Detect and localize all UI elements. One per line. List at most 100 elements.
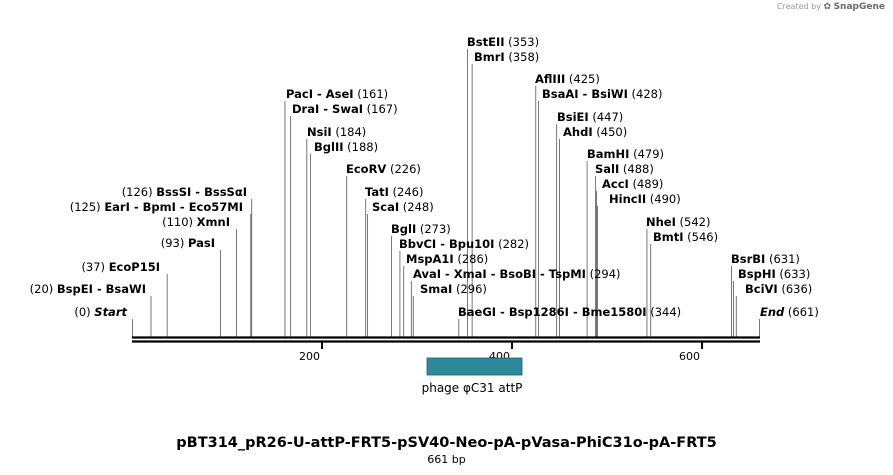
- feature-track: phage φC31 attP: [422, 357, 523, 395]
- svg-text:BsiEI (447): BsiEI (447): [557, 110, 623, 124]
- enzyme-name: PasI: [188, 236, 215, 250]
- enzyme-cut-position: (188): [344, 140, 379, 154]
- enzyme-name: BspEI - BsaWI: [57, 282, 146, 296]
- enzyme-label-sali[interactable]: SalI (488): [595, 162, 654, 176]
- snapgene-logo-icon: ✿: [823, 2, 832, 12]
- enzyme-name: EcoP15I: [109, 260, 160, 274]
- enzyme-label-end[interactable]: End (661): [760, 305, 819, 319]
- enzyme-cut-position: (490): [646, 192, 681, 206]
- enzyme-label-ecop15i[interactable]: (37) EcoP15I: [81, 260, 160, 274]
- enzyme-name: XmnI: [197, 215, 230, 229]
- svg-text:BglI (273): BglI (273): [391, 222, 451, 236]
- enzyme-label-bmti[interactable]: BmtI (546): [653, 230, 718, 244]
- enzyme-name: AhdI: [563, 125, 593, 139]
- enzyme-label-ahdi[interactable]: AhdI (450): [563, 125, 627, 139]
- enzyme-label-nhei[interactable]: NheI (542): [646, 215, 710, 229]
- enzyme-cut-position: (184): [332, 125, 367, 139]
- svg-text:DraI - SwaI (167): DraI - SwaI (167): [292, 102, 398, 116]
- ruler-ticks: 200 400 600: [299, 342, 704, 363]
- enzyme-label-bsphi[interactable]: BspHI (633): [738, 267, 810, 281]
- enzyme-name: AvaI - XmaI - BsoBI - TspMI: [413, 267, 586, 281]
- enzyme-label-start[interactable]: (0) Start: [74, 305, 127, 319]
- enzyme-name: TatI: [365, 185, 389, 199]
- enzyme-name: ScaI: [372, 200, 399, 214]
- credit-brand: SnapGene: [833, 2, 885, 12]
- enzyme-label-bsaai[interactable]: BsaAI - BsiWI (428): [542, 87, 662, 101]
- enzyme-cut-position: (542): [676, 215, 711, 229]
- svg-text:BmtI (546): BmtI (546): [653, 230, 718, 244]
- enzyme-name: SalI: [595, 162, 619, 176]
- svg-text:HincII (490): HincII (490): [609, 192, 681, 206]
- enzyme-label-bmri[interactable]: BmrI (358): [474, 50, 539, 64]
- enzyme-name: BbvCI - Bpu10I: [399, 237, 494, 251]
- enzyme-label-xmni[interactable]: (110) XmnI: [162, 215, 230, 229]
- enzyme-name: MspA1I: [406, 252, 454, 266]
- enzyme-name: BssSI - BssSαI: [156, 185, 247, 199]
- enzyme-name: End: [760, 305, 785, 319]
- svg-text:BaeGI - Bsp1286I - Bme1580: BaeGI - Bsp1286I - Bme1580I (344): [458, 305, 681, 319]
- enzyme-label-afliii[interactable]: AflIII (425): [535, 72, 600, 86]
- enzyme-label-bgli[interactable]: BglI (273): [391, 222, 451, 236]
- svg-text:NsiI (184): NsiI (184): [307, 125, 366, 139]
- svg-text:BstEII (353): BstEII (353): [467, 35, 539, 49]
- enzyme-label-bsssi[interactable]: (126) BssSI - BssSαI: [122, 185, 247, 199]
- enzyme-cut-position: (246): [389, 185, 424, 199]
- enzyme-name: BsrBI: [731, 252, 765, 266]
- enzyme-label-bcivi[interactable]: BciVI (636): [745, 282, 812, 296]
- enzyme-cut-position: (110): [162, 215, 197, 229]
- enzyme-label-nsii[interactable]: NsiI (184): [307, 125, 366, 139]
- enzyme-label-bspei[interactable]: (20) BspEI - BsaWI: [30, 282, 146, 296]
- enzyme-label-eari[interactable]: (125) EarI - BpmI - Eco57MI: [70, 200, 243, 214]
- enzyme-name: BciVI: [745, 282, 778, 296]
- enzyme-label-avai[interactable]: AvaI - XmaI - BsoBI - TspMI (294): [413, 267, 621, 281]
- enzyme-label-pasi[interactable]: (93) PasI: [161, 236, 215, 250]
- enzyme-cut-position: (450): [593, 125, 628, 139]
- enzyme-label-pacI[interactable]: PacI - AseI (161): [286, 87, 388, 101]
- svg-text:EcoRV (226): EcoRV (226): [346, 162, 421, 176]
- enzyme-cut-position: (546): [684, 230, 719, 244]
- enzyme-cut-position: (37): [81, 260, 108, 274]
- enzyme-label-scai[interactable]: ScaI (248): [372, 200, 434, 214]
- cut-site-leader-lines: [132, 49, 760, 337]
- svg-text:End (661): End (661): [760, 305, 819, 319]
- ruler-tick-label: 600: [679, 350, 700, 363]
- enzyme-label-ecorv[interactable]: EcoRV (226): [346, 162, 421, 176]
- enzyme-cut-position: (161): [354, 87, 389, 101]
- enzyme-cut-position: (273): [416, 222, 451, 236]
- svg-text:AhdI (450): AhdI (450): [563, 125, 627, 139]
- svg-text:MspA1I (286): MspA1I (286): [406, 252, 488, 266]
- enzyme-label-baegi[interactable]: BaeGI - Bsp1286I - Bme1580I (344): [458, 305, 681, 319]
- enzyme-label-tati[interactable]: TatI (246): [365, 185, 424, 199]
- plasmid-title: pBT314_pR26-U-attP-FRT5-pSV40-Neo-pA-pVa…: [176, 435, 717, 451]
- svg-text:TatI (246): TatI (246): [365, 185, 424, 199]
- enzyme-label-acci[interactable]: AccI (489): [602, 177, 663, 191]
- enzyme-cut-position: (167): [363, 102, 398, 116]
- enzyme-label-smai[interactable]: SmaI (296): [420, 282, 487, 296]
- enzyme-label-bsiei[interactable]: BsiEI (447): [557, 110, 623, 124]
- feature-label-attp: phage φC31 attP: [422, 381, 523, 395]
- enzyme-cut-position: (447): [589, 110, 624, 124]
- enzyme-cut-position: (20): [30, 282, 57, 296]
- enzyme-label-bamhi[interactable]: BamHI (479): [587, 147, 664, 161]
- enzyme-cut-position: (358): [505, 50, 540, 64]
- enzyme-cut-position: (93): [161, 236, 188, 250]
- enzyme-label-drai[interactable]: DraI - SwaI (167): [292, 102, 398, 116]
- snapgene-credit: Created by ✿ SnapGene: [777, 2, 885, 12]
- enzyme-cut-position: (248): [399, 200, 434, 214]
- enzyme-cut-position: (489): [629, 177, 664, 191]
- enzyme-label-bbvci[interactable]: BbvCI - Bpu10I (282): [399, 237, 529, 251]
- enzyme-label-bsteii[interactable]: BstEII (353): [467, 35, 539, 49]
- enzyme-label-bsrbi[interactable]: BsrBI (631): [731, 252, 800, 266]
- enzyme-cut-position: (125): [70, 200, 105, 214]
- enzyme-label-mspa1i[interactable]: MspA1I (286): [406, 252, 488, 266]
- enzyme-name: BsiEI: [557, 110, 589, 124]
- enzyme-name: BstEII: [467, 35, 505, 49]
- enzyme-label-hincii[interactable]: HincII (490): [609, 192, 681, 206]
- enzyme-cut-position: (226): [386, 162, 421, 176]
- svg-text:SalI (488): SalI (488): [595, 162, 654, 176]
- enzyme-name: NheI: [646, 215, 676, 229]
- enzyme-cut-position: (631): [765, 252, 800, 266]
- feature-bar-attp[interactable]: [426, 357, 523, 376]
- enzyme-label-bglii[interactable]: BglII (188): [314, 140, 378, 154]
- svg-text:ScaI (248): ScaI (248): [372, 200, 434, 214]
